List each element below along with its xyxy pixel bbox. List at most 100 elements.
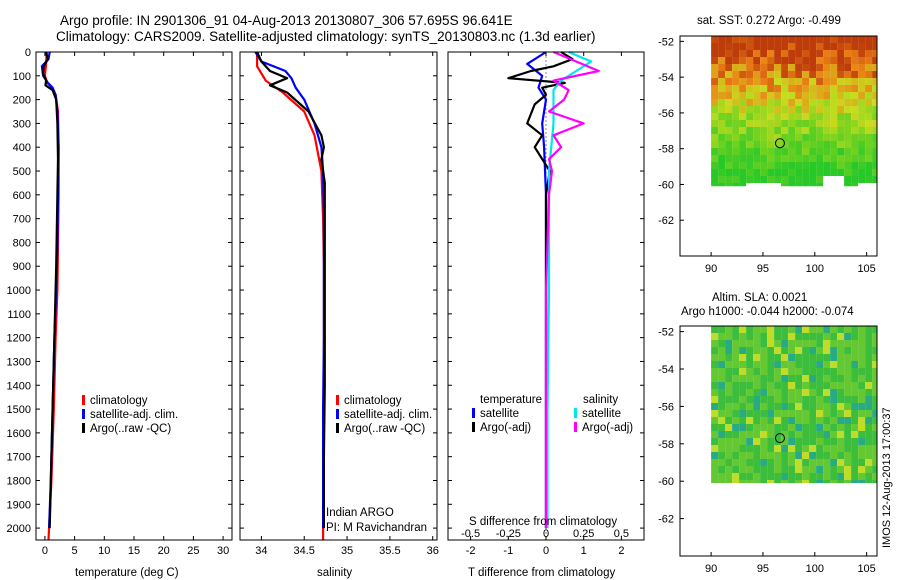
map-cell: [844, 340, 852, 347]
map-cell: [844, 134, 852, 141]
map-y-tick-label: -62: [658, 514, 674, 526]
map-cell: [781, 403, 789, 410]
map-cell: [746, 176, 754, 183]
map-cell: [837, 162, 845, 169]
map-cell: [816, 340, 824, 347]
map-cell: [788, 176, 796, 183]
map-cell: [718, 431, 726, 438]
map-cell: [774, 438, 782, 445]
map-cell: [816, 452, 824, 459]
y-tick-label: 100: [13, 71, 31, 83]
map-cell: [844, 452, 852, 459]
map-cell: [718, 424, 726, 431]
map-cell: [809, 183, 817, 187]
map-cell: [739, 85, 747, 92]
map-cell: [851, 424, 859, 431]
map-cell: [774, 417, 782, 424]
map-cell: [823, 459, 831, 466]
map-cell: [774, 155, 782, 162]
map-cell: [795, 389, 803, 396]
map-cell: [851, 396, 859, 403]
map-cell: [830, 99, 838, 106]
map-cell: [830, 155, 838, 162]
map-cell: [760, 57, 768, 64]
map-cell: [788, 113, 796, 120]
map-cell: [746, 134, 754, 141]
map-cell: [788, 127, 796, 134]
map-cell: [767, 99, 775, 106]
map-cell: [746, 148, 754, 155]
map-cell: [795, 120, 803, 127]
map-cell: [851, 183, 859, 187]
map-cell: [746, 92, 754, 99]
sal-legend-label-climatology: climatology: [344, 395, 402, 407]
annotation-pi: PI: M Ravichandran: [326, 522, 427, 534]
map-cell: [802, 64, 810, 71]
map-cell: [732, 141, 740, 148]
map-cell: [788, 389, 796, 396]
map-cell: [795, 106, 803, 113]
map-cell: [753, 347, 761, 354]
map-cell: [865, 141, 873, 148]
map-cell: [844, 57, 852, 64]
map-cell: [732, 445, 740, 452]
map-cell: [760, 382, 768, 389]
map-cell: [802, 134, 810, 141]
map-cell: [865, 50, 873, 57]
map-cell: [865, 431, 873, 438]
x-tick-label: 1: [581, 545, 587, 557]
map-cell: [774, 326, 782, 333]
map-cell: [851, 57, 859, 64]
map-sst-frame: [679, 35, 878, 257]
map-cell: [830, 347, 838, 354]
map-cell: [725, 169, 733, 176]
map-cell: [746, 43, 754, 50]
map-cell: [872, 134, 877, 141]
map-cell: [711, 340, 719, 347]
map-cell: [865, 403, 873, 410]
map-cell: [746, 162, 754, 169]
y-tick-label: 1000: [7, 285, 31, 297]
x-top-tick-label: 0.5: [614, 528, 629, 540]
map-cell: [865, 120, 873, 127]
map-cell: [739, 36, 747, 43]
map-cell: [746, 473, 754, 480]
y-tick-label: 1200: [7, 333, 31, 345]
diff-legend-temperature: temperature satellite Argo(-adj): [472, 393, 542, 435]
map-cell: [732, 340, 740, 347]
map-cell: [809, 162, 817, 169]
map-cell: [739, 43, 747, 50]
map-cell: [802, 354, 810, 361]
map-cell: [830, 445, 838, 452]
map-cell: [809, 431, 817, 438]
map-cell: [809, 50, 817, 57]
map-cell: [746, 368, 754, 375]
map-cell: [774, 71, 782, 78]
map-cell: [858, 396, 866, 403]
map-cell: [858, 326, 866, 333]
y-tick-label: 600: [13, 190, 31, 202]
map-cell: [830, 333, 838, 340]
map-cell: [844, 169, 852, 176]
map-cell: [809, 382, 817, 389]
map-cell: [844, 43, 852, 50]
map-cell: [781, 64, 789, 71]
temp-legend-swatch-satellite: [82, 409, 85, 419]
map-cell: [739, 438, 747, 445]
map-cell: [851, 64, 859, 71]
map-cell: [788, 382, 796, 389]
map-cell: [872, 36, 877, 43]
map-cell: [760, 120, 768, 127]
map-cell: [802, 127, 810, 134]
map-cell: [844, 64, 852, 71]
map-cell: [781, 459, 789, 466]
map-cell: [816, 162, 824, 169]
map-cell: [711, 333, 719, 340]
map-cell: [788, 340, 796, 347]
map-cell: [802, 85, 810, 92]
map-cell: [795, 92, 803, 99]
map-cell: [753, 120, 761, 127]
map-cell: [844, 155, 852, 162]
figure-title-line1: Argo profile: IN 2901306_91 04-Aug-2013 …: [60, 13, 513, 28]
map-cell: [774, 368, 782, 375]
